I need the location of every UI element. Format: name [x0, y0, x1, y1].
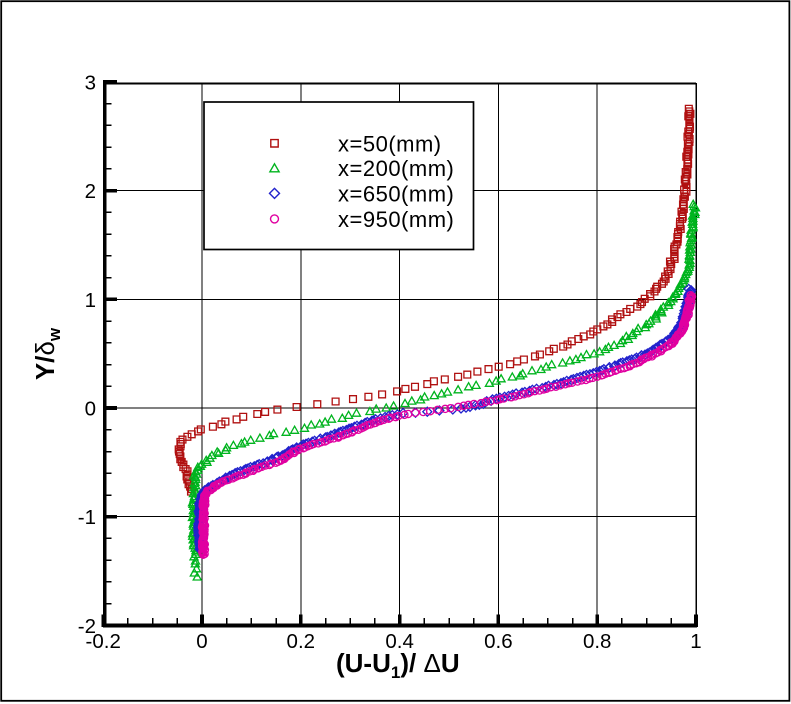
svg-text:0: 0	[196, 630, 207, 653]
svg-text:2: 2	[85, 180, 96, 203]
svg-text:0.2: 0.2	[287, 630, 316, 653]
svg-text:0: 0	[85, 398, 96, 421]
svg-text:x=50(mm): x=50(mm)	[338, 131, 442, 156]
svg-text:-2: -2	[78, 615, 96, 638]
svg-text:1: 1	[690, 630, 701, 653]
svg-text:x=650(mm): x=650(mm)	[338, 181, 454, 206]
svg-text:1: 1	[85, 289, 96, 312]
svg-text:0.6: 0.6	[484, 630, 513, 653]
svg-text:-1: -1	[78, 506, 96, 529]
svg-text:3: 3	[85, 71, 96, 94]
svg-text:-0.2: -0.2	[86, 630, 121, 653]
svg-text:x=950(mm): x=950(mm)	[338, 207, 454, 232]
svg-text:0.4: 0.4	[385, 630, 414, 653]
svg-text:0.8: 0.8	[583, 630, 612, 653]
svg-text:x=200(mm): x=200(mm)	[338, 156, 454, 181]
